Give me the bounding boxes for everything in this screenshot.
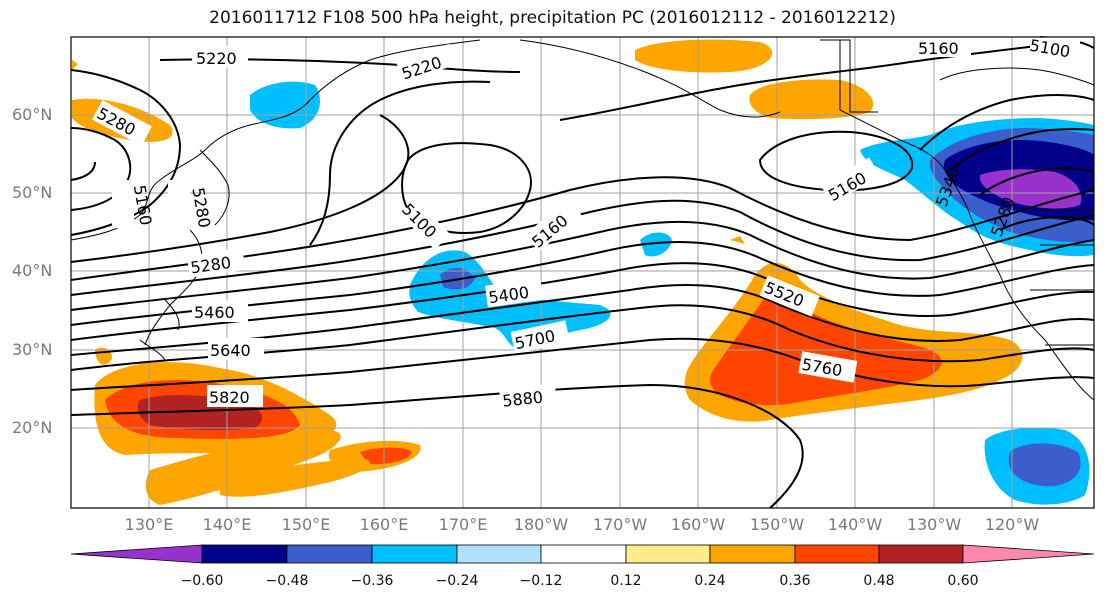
lon-label-130e: 130°E [124, 515, 174, 534]
contour-label: 5160 [918, 39, 959, 58]
lon-label-160e: 160°E [359, 515, 409, 534]
colorbar-tick-label: −0.36 [350, 573, 394, 589]
map-title: 2016011712 F108 500 hPa height, precipit… [209, 8, 896, 28]
lon-label-140w: 140°W [827, 515, 883, 534]
colorbar-tick-label: 0.12 [610, 573, 642, 589]
colorbar-tick-label: −0.48 [265, 573, 309, 589]
lon-label-170e: 170°E [438, 515, 488, 534]
lon-label-170w: 170°W [592, 515, 648, 534]
lat-label-20n: 20°N [12, 418, 53, 437]
contour-label: 5880 [501, 387, 543, 410]
contour-label: 5220 [196, 49, 237, 68]
colorbar-tick-label: 0.48 [863, 573, 895, 589]
colorbar-tick-label: −0.24 [435, 573, 479, 589]
map-frame [70, 36, 1095, 509]
lat-label-30n: 30°N [12, 340, 53, 359]
lon-label-180w: 180°W [513, 515, 569, 534]
lon-label-150e: 150°E [281, 515, 331, 534]
colorbar-tick-label: 0.60 [947, 573, 979, 589]
colorbar-tick-label: −0.60 [180, 573, 224, 589]
colorbar [70, 544, 1095, 564]
lat-label-60n: 60°N [12, 105, 53, 124]
lon-label-150w: 150°W [749, 515, 805, 534]
contour-label: 5820 [209, 388, 250, 407]
colorbar-tick-label: 0.36 [779, 573, 811, 589]
contour-label: 5640 [210, 341, 251, 360]
colorbar-extend-low [70, 544, 203, 564]
colorbar-tick-label: −0.12 [519, 573, 563, 589]
colorbar-extend-high [962, 544, 1095, 564]
lat-label-40n: 40°N [12, 261, 53, 280]
colorbar-tick-label: 0.24 [694, 573, 726, 589]
lon-label-130w: 130°W [906, 515, 962, 534]
contour-label: 5460 [194, 303, 235, 322]
coastlines [70, 39, 1095, 401]
contour-label-group: 5220 5220 5160 5100 5280 5160 5280 5100 … [92, 36, 1080, 411]
lat-label-50n: 50°N [12, 183, 53, 202]
lon-label-120w: 120°W [984, 515, 1040, 534]
lon-label-140e: 140°E [202, 515, 252, 534]
lon-label-160w: 160°W [670, 515, 726, 534]
